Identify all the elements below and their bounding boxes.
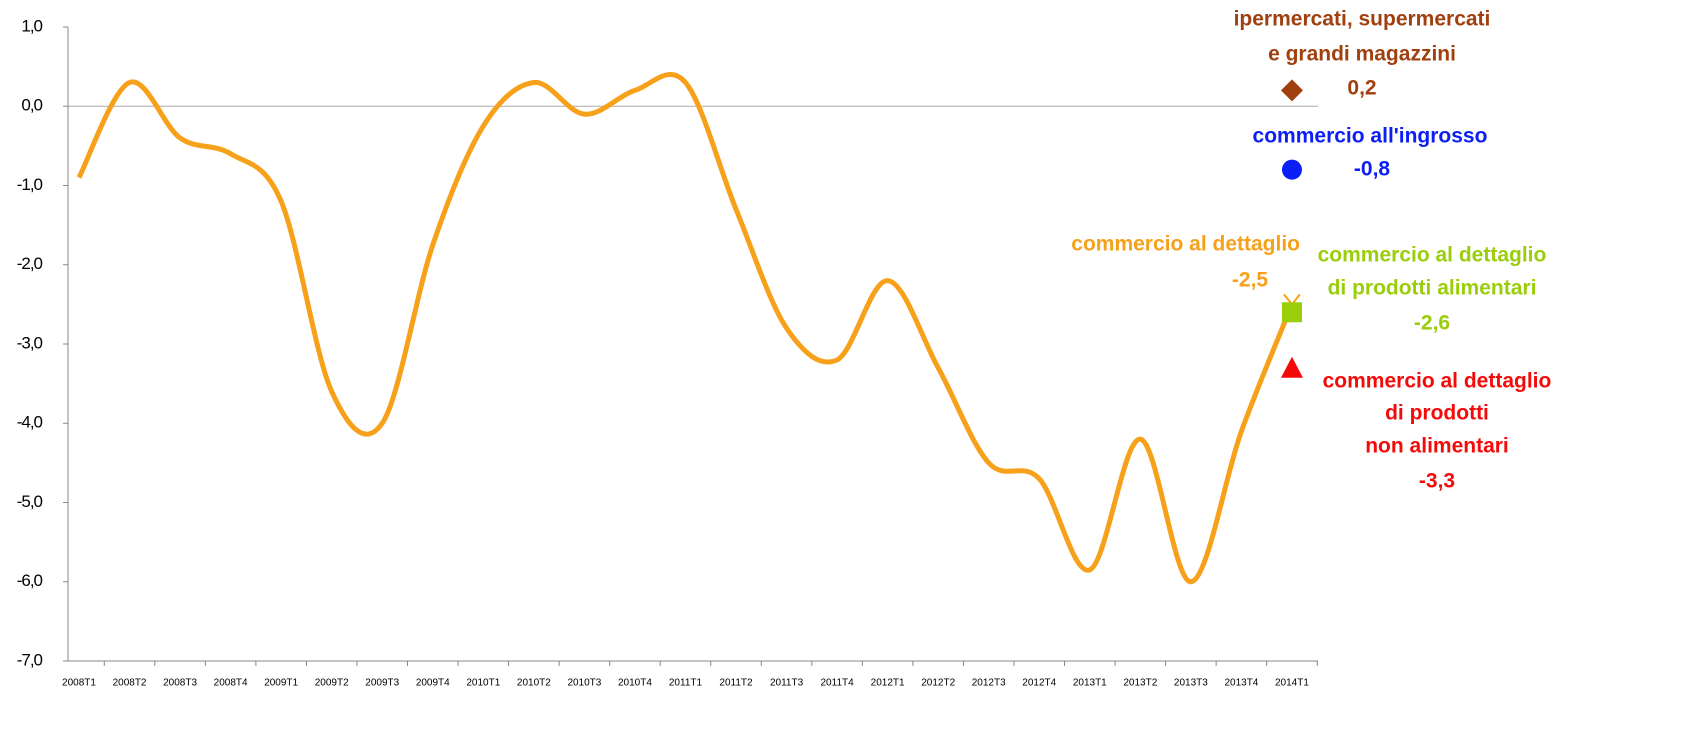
x-tick-label: 2008T2	[113, 678, 147, 689]
x-tick-label: 2012T1	[871, 678, 905, 689]
x-tick-label: 2012T3	[972, 678, 1006, 689]
y-tick-label: 0,0	[21, 96, 42, 115]
line-series	[76, 72, 1295, 585]
series-name: commercio al dettaglio	[1071, 233, 1300, 256]
marker-value-label: -3,3	[1419, 470, 1455, 493]
x-tick-label: 2008T1	[62, 678, 96, 689]
x-tick-label: 2009T2	[315, 678, 349, 689]
x-tick-label: 2013T1	[1073, 678, 1107, 689]
marker-triangle	[1280, 356, 1303, 378]
x-tick-label: 2012T2	[921, 678, 955, 689]
y-tick-label: -1,0	[17, 175, 43, 194]
marker-value-label: -0,8	[1354, 158, 1391, 181]
y-tick-label: -2,0	[17, 254, 43, 273]
x-tick-label: 2010T3	[567, 678, 601, 689]
x-tick-label: 2010T2	[517, 678, 551, 689]
marker-name: di prodotti	[1385, 402, 1489, 425]
y-tick-label: -3,0	[17, 333, 43, 352]
y-tick-label: -4,0	[17, 413, 43, 432]
marker-name: commercio al dettaglio	[1318, 244, 1547, 267]
marker-circle	[1281, 159, 1302, 180]
x-tick-label: 2010T1	[466, 678, 500, 689]
marker-name: e grandi magazzini	[1268, 43, 1456, 66]
x-tick-label: 2009T4	[416, 678, 450, 689]
x-tick-label: 2009T1	[264, 678, 298, 689]
marker-name: non alimentari	[1365, 435, 1509, 458]
marker-name: ipermercati, supermercati	[1234, 8, 1491, 31]
marker-name: commercio all'ingrosso	[1253, 125, 1488, 148]
x-tick-label: 2011T4	[821, 678, 855, 689]
x-tick-label: 2013T2	[1123, 678, 1157, 689]
x-tick-label: 2013T4	[1224, 678, 1258, 689]
x-tick-label: 2012T4	[1022, 678, 1056, 689]
x-tick-label: 2010T4	[618, 678, 652, 689]
x-tick-label: 2014T1	[1275, 678, 1309, 689]
y-tick-label: 1,0	[21, 16, 42, 35]
marker-value-label: -2,6	[1414, 312, 1450, 335]
y-tick-label: -6,0	[17, 571, 43, 590]
marker-value-label: 0,2	[1347, 77, 1376, 100]
marker-name: commercio al dettaglio	[1323, 370, 1552, 393]
value-label: -2,5	[1232, 269, 1269, 292]
x-tick-label: 2011T1	[669, 678, 703, 689]
marker-name: di prodotti alimentari	[1328, 277, 1537, 300]
x-tick-label: 2011T2	[719, 678, 753, 689]
x-tick-label: 2013T3	[1174, 678, 1208, 689]
y-tick-label: -5,0	[17, 492, 43, 511]
y-tick-label: -7,0	[17, 650, 43, 669]
x-tick-label: 2008T4	[214, 678, 248, 689]
marker-square	[1281, 302, 1302, 323]
x-tick-label: 2009T3	[365, 678, 399, 689]
marker-diamond	[1280, 79, 1303, 102]
x-tick-label: 2008T3	[163, 678, 197, 689]
x-tick-label: 2011T3	[770, 678, 804, 689]
